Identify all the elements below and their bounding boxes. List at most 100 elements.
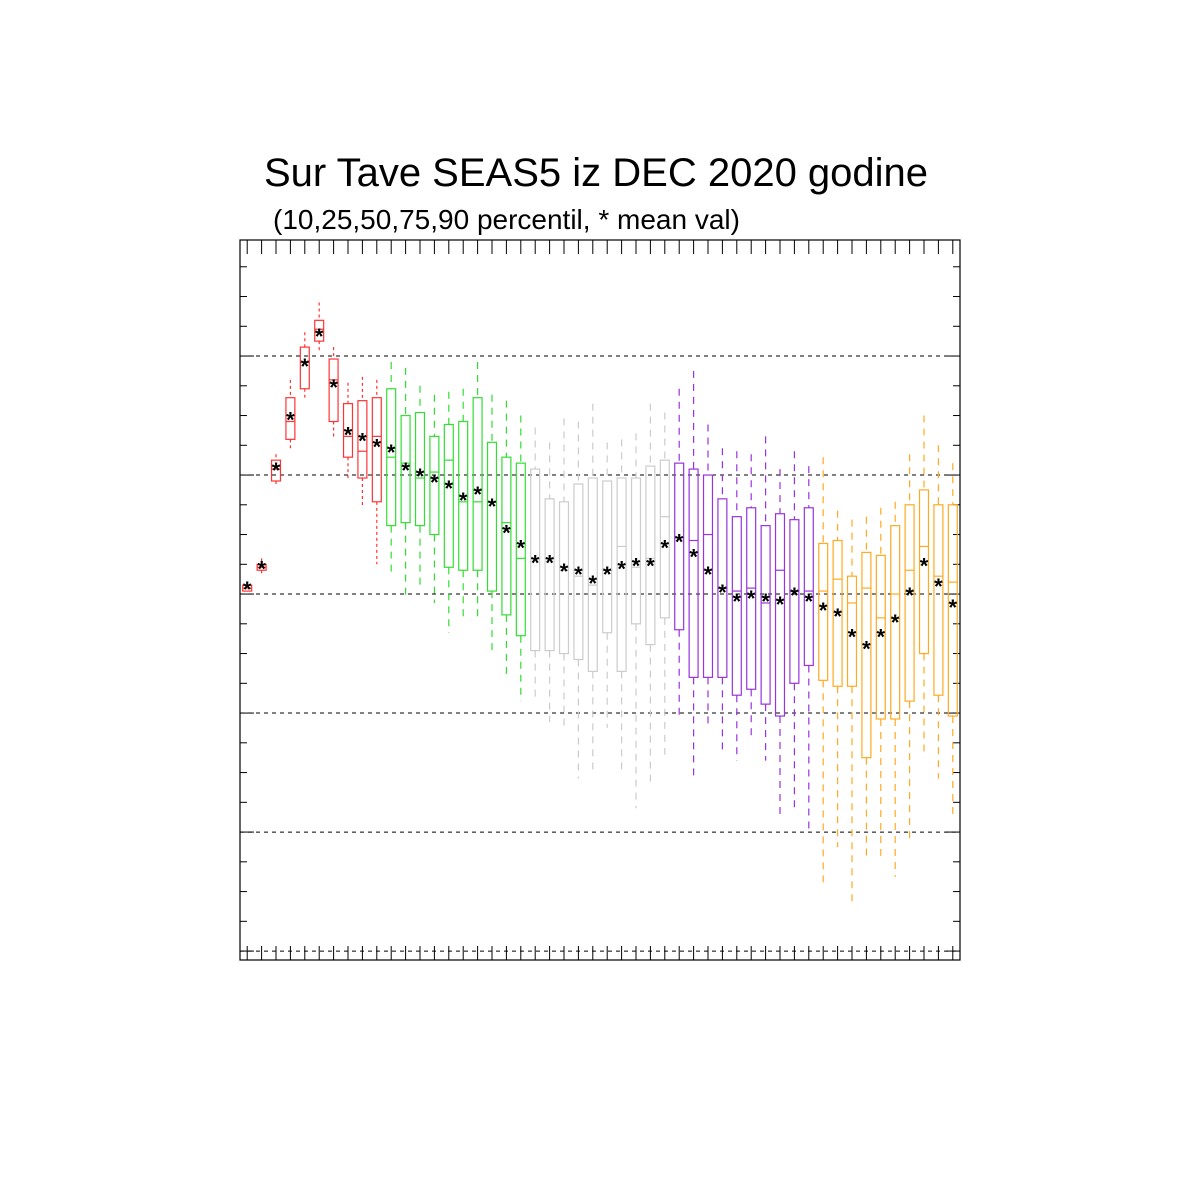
box-20210119 <box>933 445 944 779</box>
mean-marker: * <box>488 494 497 519</box>
box-20201202 <box>242 582 253 592</box>
chart-subtitle: (10,25,50,75,90 percentil, * mean val) <box>273 204 740 235</box>
box-iqr <box>947 504 958 717</box>
box-20201210 <box>357 376 368 508</box>
box-iqr <box>904 504 915 702</box>
mean-marker: * <box>704 562 713 587</box>
box-iqr <box>285 397 296 440</box>
box-iqr <box>501 456 512 616</box>
box-iqr <box>573 483 584 661</box>
box-20201214 <box>414 385 426 586</box>
mean-marker: * <box>243 577 252 602</box>
box-20201209 <box>342 382 354 479</box>
box-iqr <box>472 397 483 571</box>
box-iqr <box>616 477 627 673</box>
box-20201223 <box>544 442 555 722</box>
mean-marker: * <box>689 544 698 569</box>
box-20210116 <box>890 501 901 877</box>
box-20210113 <box>846 519 858 904</box>
box-20210109 <box>789 451 800 812</box>
box-20210106 <box>746 454 757 740</box>
grid-lines <box>240 355 960 952</box>
box-iqr <box>270 459 282 482</box>
box-iqr <box>688 468 699 678</box>
x-axis <box>246 240 954 960</box>
box-iqr <box>933 504 944 696</box>
box-iqr <box>357 400 368 479</box>
mean-marker: * <box>833 604 842 629</box>
box-iqr <box>630 477 642 625</box>
mean-marker: * <box>531 550 540 575</box>
box-iqr <box>789 519 800 684</box>
box-20201222 <box>530 427 541 699</box>
box-iqr <box>818 542 829 681</box>
mean-marker: * <box>373 434 382 459</box>
box-iqr <box>443 423 454 568</box>
mean-marker: * <box>560 559 569 584</box>
mean-marker: * <box>416 464 425 489</box>
mean-marker: * <box>617 556 626 581</box>
box-iqr <box>674 462 685 631</box>
box-iqr <box>832 539 843 687</box>
mean-marker: * <box>920 553 929 578</box>
box-20201215 <box>429 394 440 603</box>
box-iqr <box>659 459 670 619</box>
box-20201226 <box>587 403 598 770</box>
box-20201220 <box>501 400 512 675</box>
box-iqr <box>544 498 555 652</box>
mean-marker: * <box>675 529 684 554</box>
mean-marker: * <box>502 521 511 546</box>
mean-marker: * <box>603 562 612 587</box>
box-iqr <box>803 507 814 667</box>
box-20201224 <box>558 418 570 728</box>
box-20210105 <box>731 451 742 761</box>
box-20210108 <box>774 469 786 815</box>
box-20201208 <box>328 347 339 440</box>
box-20210118 <box>918 415 930 758</box>
mean-marker: * <box>430 470 439 495</box>
box-iqr <box>702 474 714 678</box>
box-iqr <box>558 501 570 655</box>
box-iqr <box>414 411 426 527</box>
box-iqr <box>890 525 901 720</box>
box-iqr <box>458 420 469 571</box>
box-20201203 <box>256 558 267 577</box>
mean-marker: * <box>517 535 526 560</box>
box-iqr <box>760 525 771 705</box>
mean-marker: * <box>776 592 785 617</box>
box-iqr <box>587 477 598 673</box>
box-20201231 <box>659 412 670 755</box>
box-iqr <box>342 403 354 458</box>
box-20210112 <box>832 510 843 847</box>
box-iqr <box>371 397 382 503</box>
mean-marker: * <box>459 488 468 513</box>
box-iqr <box>645 465 656 646</box>
y-axis <box>240 266 960 952</box>
box-iqr <box>875 554 886 720</box>
box-iqr <box>774 513 786 717</box>
mean-marker: * <box>891 610 900 635</box>
box-20210107 <box>760 436 771 761</box>
box-iqr <box>299 346 310 390</box>
box-20201228 <box>616 439 627 776</box>
mean-marker: * <box>805 589 814 614</box>
box-20210104 <box>717 448 728 752</box>
box-series <box>242 302 958 904</box>
mean-marker: * <box>661 535 670 560</box>
box-20210103 <box>702 424 714 725</box>
box-20201212 <box>386 361 397 577</box>
box-20201205 <box>285 379 296 449</box>
box-20210115 <box>875 507 886 856</box>
box-iqr <box>602 480 613 634</box>
box-20201204 <box>270 454 282 487</box>
chart-title: Sur Tave SEAS5 iz DEC 2020 godine <box>264 151 928 195</box>
mean-marker: * <box>301 354 310 379</box>
plot-frame <box>239 239 961 961</box>
mean-marker: * <box>747 586 756 611</box>
mean-marker: * <box>257 556 266 581</box>
mean-marker: * <box>632 553 641 578</box>
mean-marker: * <box>790 583 799 608</box>
box-iqr <box>746 507 757 690</box>
